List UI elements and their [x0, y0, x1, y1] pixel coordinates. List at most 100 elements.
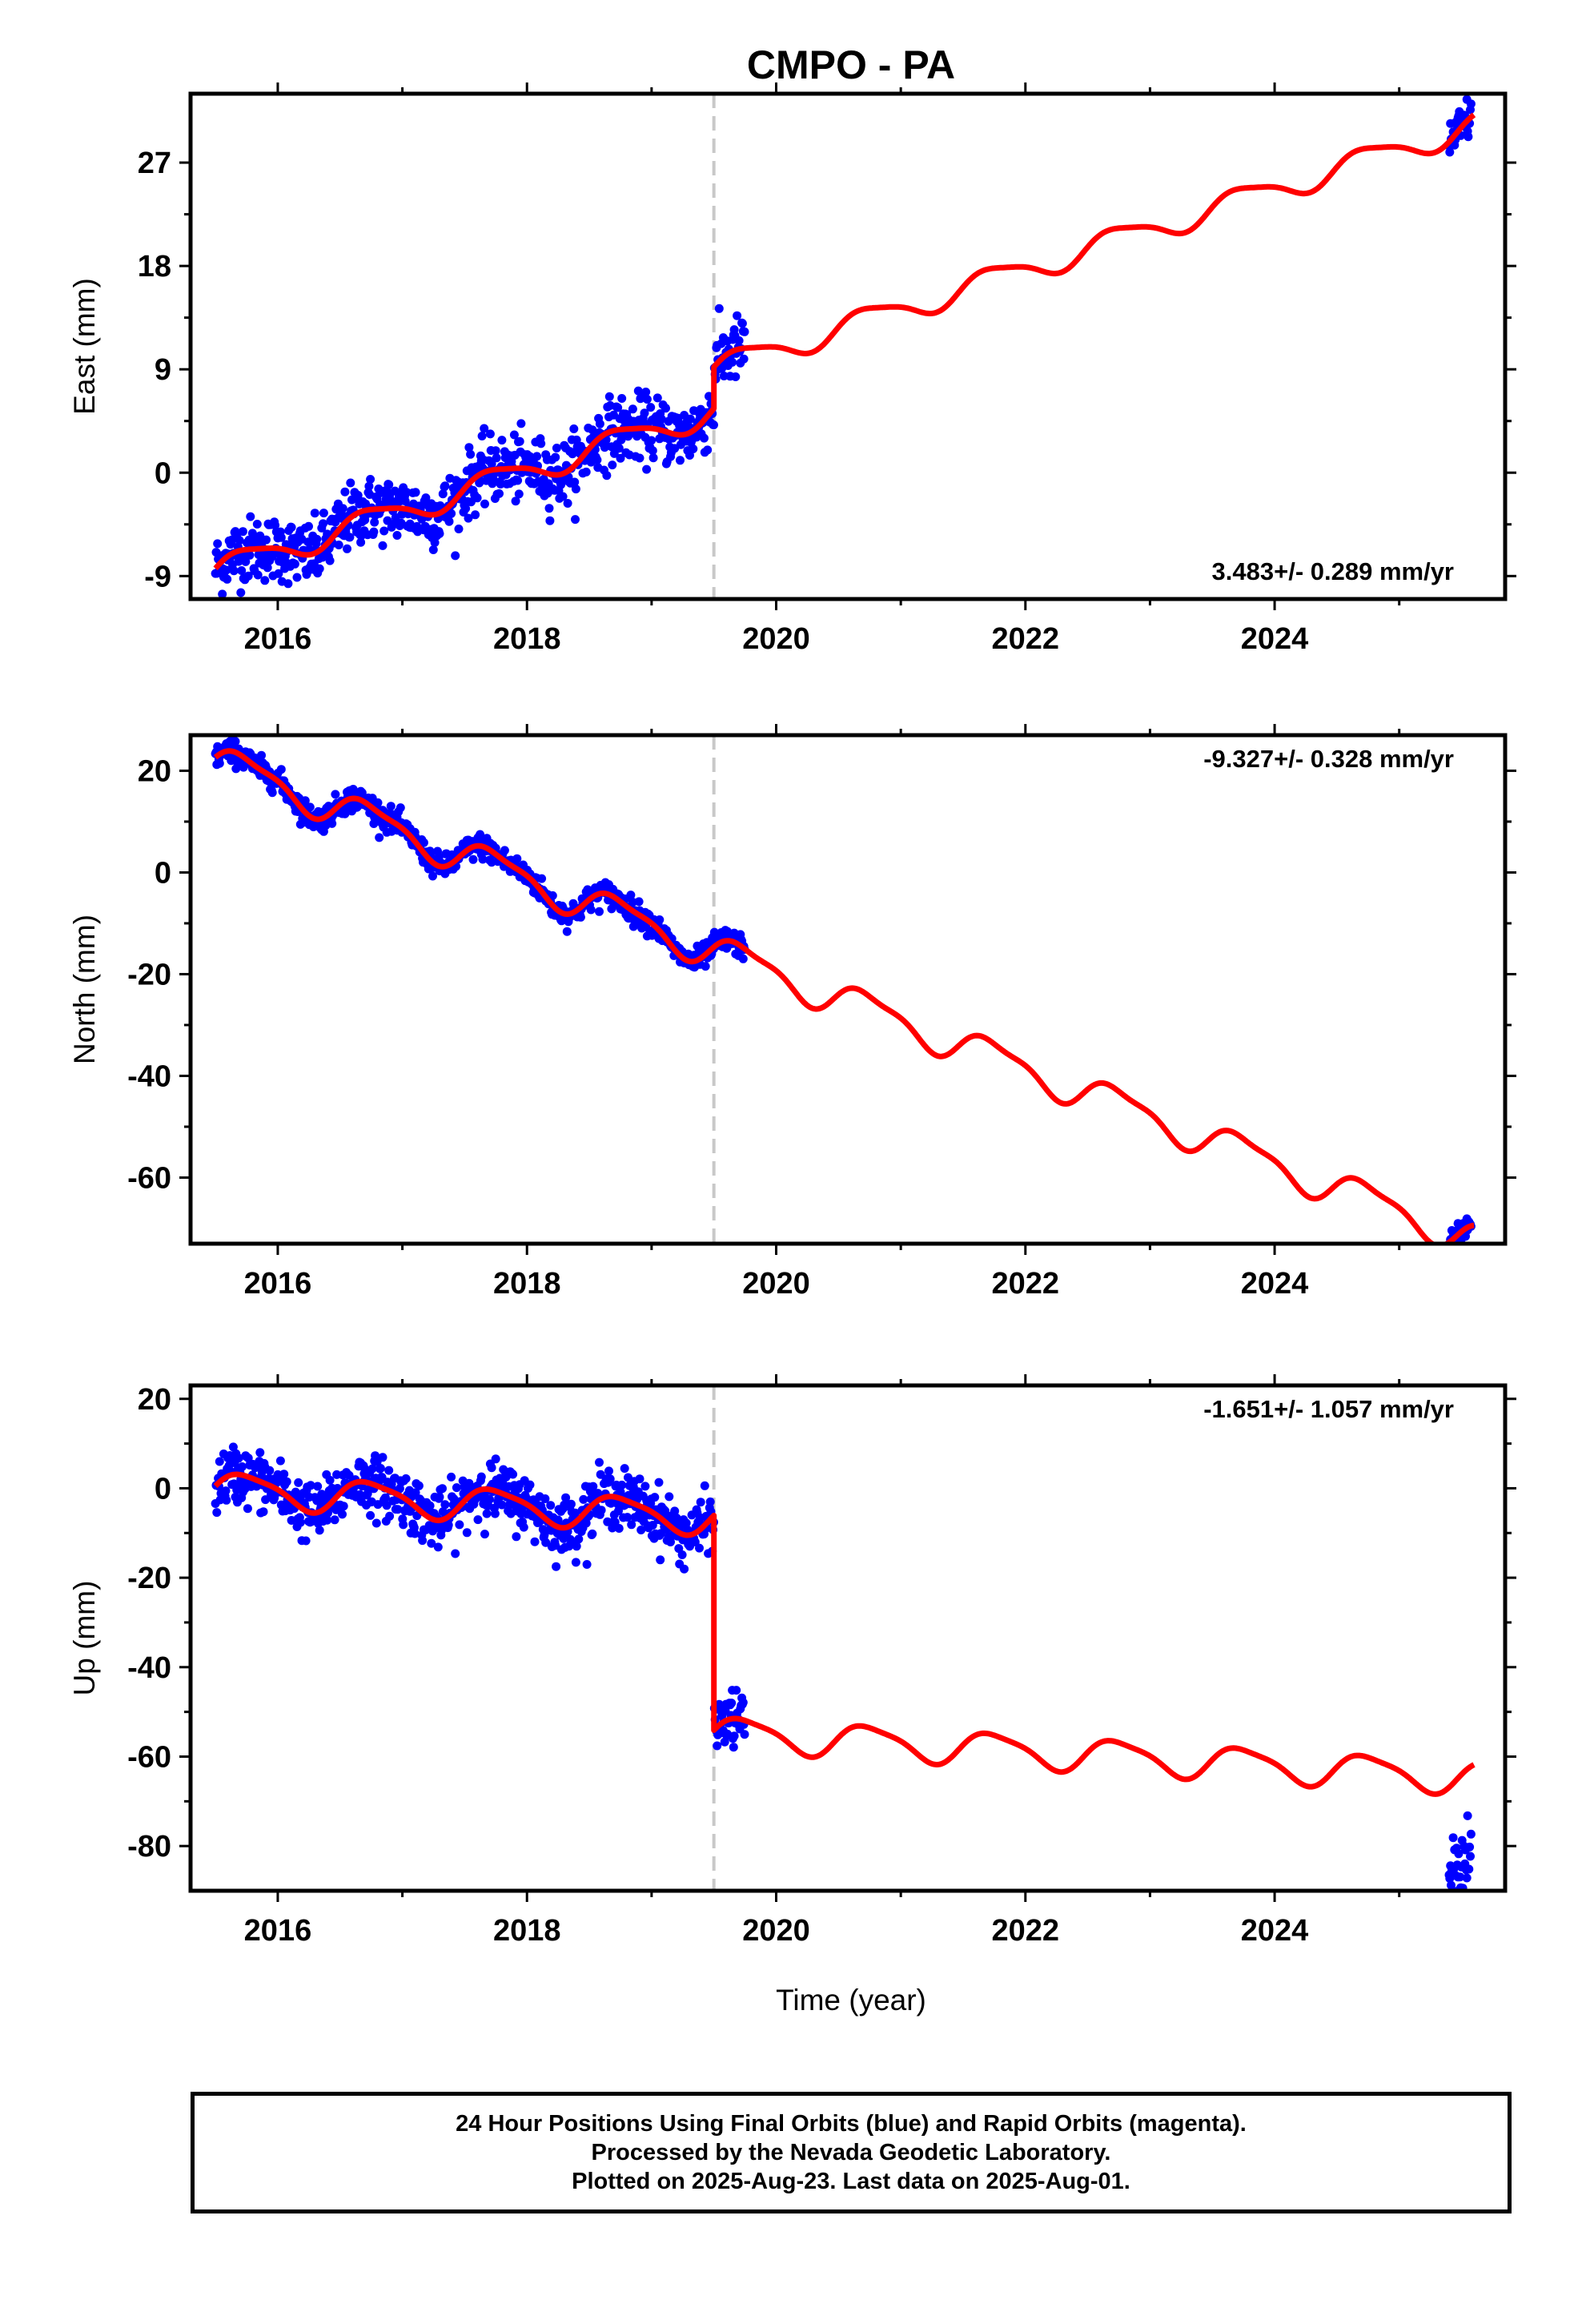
footer-line-1: 24 Hour Positions Using Final Orbits (bl…	[456, 2111, 1247, 2137]
observation-point	[283, 579, 293, 589]
y-axis-label: Up (mm)	[68, 1581, 101, 1696]
observation-point	[331, 790, 340, 799]
observation-point	[366, 1510, 375, 1520]
observation-point	[440, 1500, 450, 1510]
observation-point	[545, 516, 555, 525]
observation-point	[461, 504, 471, 513]
observation-point	[276, 533, 286, 542]
observation-point	[592, 455, 602, 464]
observation-point	[323, 529, 332, 539]
observation-point	[485, 429, 495, 439]
observation-point	[375, 1464, 385, 1473]
x-tick-label: 2018	[493, 1267, 561, 1301]
observation-point	[1466, 1852, 1475, 1861]
observation-point	[670, 1506, 680, 1516]
observation-point	[330, 1515, 339, 1525]
observation-point	[475, 478, 484, 488]
observation-point	[596, 1506, 606, 1515]
observation-point	[1464, 132, 1473, 142]
observation-point	[588, 1482, 598, 1491]
observation-point	[586, 905, 596, 915]
observation-point	[739, 354, 749, 364]
x-tick-label: 2016	[244, 1914, 312, 1948]
observation-point	[222, 565, 231, 575]
observation-point	[276, 765, 286, 774]
east-panel: 2016 2018 2020 2022 2024 -9 0 9 18 27 East (mm) 3.4…	[68, 82, 1516, 656]
x-tick-label: 2024	[1241, 622, 1309, 656]
observation-point	[473, 1515, 483, 1525]
observation-point	[665, 1492, 674, 1502]
observation-point	[464, 513, 473, 523]
observation-point	[231, 737, 240, 746]
observation-point	[241, 557, 251, 566]
x-tick-label: 2018	[493, 1914, 561, 1948]
observation-point	[635, 1474, 644, 1484]
observation-point	[340, 487, 350, 497]
x-tick-label: 2024	[1241, 1267, 1309, 1301]
observation-point	[392, 531, 402, 540]
observation-point	[703, 445, 713, 455]
observation-point	[714, 304, 724, 313]
observation-point	[532, 452, 542, 461]
observation-point	[375, 833, 384, 842]
observation-point	[661, 404, 670, 413]
observation-point	[1447, 1245, 1456, 1254]
observation-point	[628, 922, 638, 931]
observation-point	[478, 854, 488, 864]
observation-point	[500, 846, 509, 855]
observation-point	[212, 1508, 222, 1518]
observation-point	[452, 1483, 461, 1493]
observation-point	[236, 588, 246, 597]
x-tick-label: 2020	[742, 1914, 810, 1948]
observation-point	[340, 809, 350, 818]
observation-point	[313, 1482, 323, 1491]
observation-point	[731, 372, 741, 381]
y-tick-label: -40	[127, 1059, 171, 1093]
observation-point	[642, 395, 652, 404]
observation-point	[325, 556, 335, 565]
y-tick-label: -80	[127, 1830, 171, 1864]
observation-point	[345, 533, 355, 542]
observation-point	[480, 499, 489, 509]
observation-point	[595, 907, 604, 916]
observation-point	[364, 481, 374, 491]
observation-point	[705, 1497, 715, 1506]
observation-point	[312, 534, 322, 544]
observation-point	[487, 1463, 496, 1473]
observation-point	[492, 453, 501, 463]
observation-point	[610, 1518, 620, 1527]
up-panel: 2016 2018 2020 2022 2024 -80 -60 -40 -20 0 20 Up (m…	[68, 1374, 1516, 1948]
observation-point	[228, 1442, 238, 1452]
observation-point	[732, 1686, 741, 1695]
observation-point	[356, 537, 366, 547]
observation-point	[519, 1522, 528, 1532]
observation-point	[428, 871, 437, 881]
observation-point	[482, 1509, 492, 1518]
observation-point	[260, 576, 270, 585]
observation-point	[728, 357, 737, 367]
observation-point	[487, 459, 496, 468]
y-tick-label: 18	[138, 250, 171, 283]
observation-point	[223, 574, 232, 584]
observation-point	[1466, 99, 1476, 109]
observation-point	[1448, 1833, 1458, 1843]
observation-point	[396, 803, 405, 813]
observation-point	[641, 388, 651, 396]
y-tick-label: 9	[155, 353, 171, 387]
observation-point	[234, 1454, 243, 1463]
footer-line-3: Plotted on 2025-Aug-23. Last data on 202…	[572, 2169, 1130, 2194]
observation-point	[572, 435, 581, 444]
observation-point	[252, 520, 262, 529]
observation-point	[304, 521, 313, 531]
observation-point	[491, 1454, 500, 1464]
observation-point	[623, 1513, 632, 1522]
observation-point	[737, 319, 747, 328]
observation-point	[563, 499, 572, 508]
observation-point	[472, 493, 482, 503]
model-line	[213, 748, 1476, 1244]
observation-point	[399, 1520, 408, 1530]
observation-point	[477, 432, 487, 440]
observation-point	[334, 541, 343, 549]
observation-point	[561, 1493, 571, 1502]
observation-point	[411, 1488, 420, 1498]
